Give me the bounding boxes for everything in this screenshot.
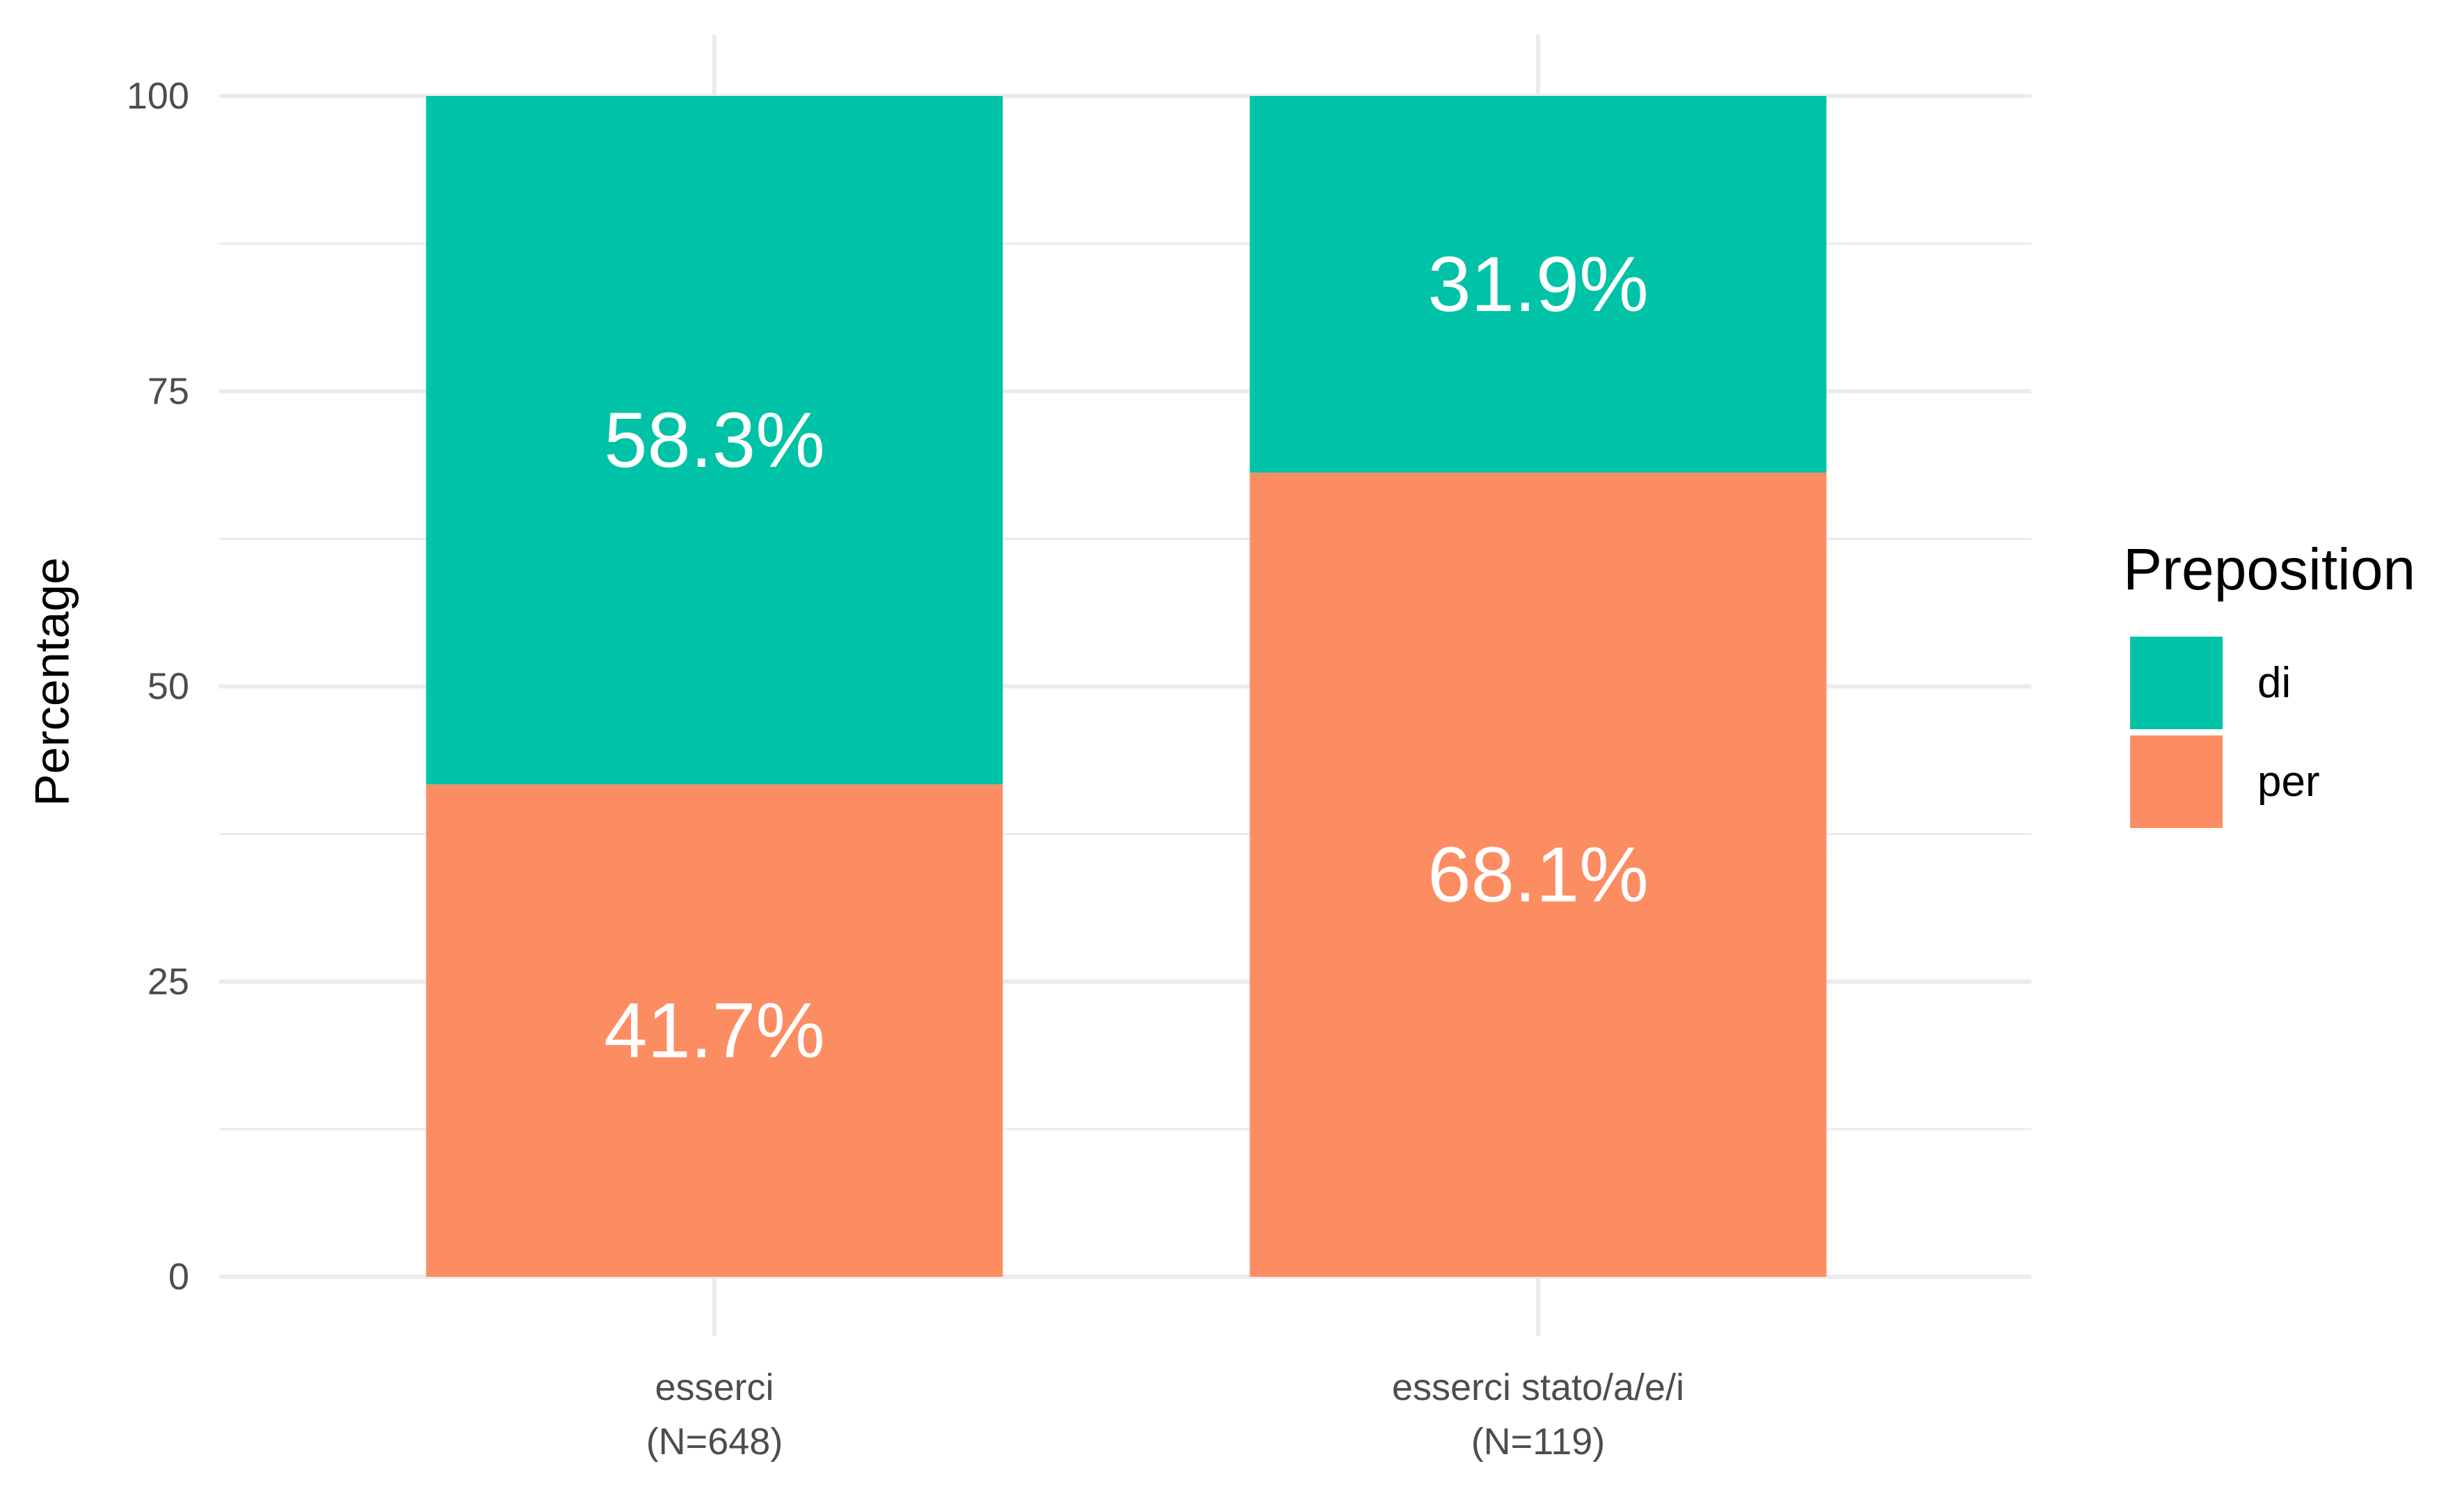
y-axis-title: Percentage [24, 557, 79, 806]
data-label-per: 41.7% [604, 987, 825, 1074]
y-axis-tick-labels: 0 25 50 75 100 [127, 75, 189, 1298]
x-axis-tick-labels: esserci (N=648) esserci stato/a/e/i (N=119) [646, 1367, 1684, 1463]
y-tick-label: 25 [147, 961, 189, 1003]
data-labels-group: 41.7% 58.3% 68.1% 31.9% [604, 241, 1649, 1074]
legend: Preposition di per [2123, 536, 2415, 828]
bar-di [426, 96, 1003, 785]
data-label-di: 58.3% [604, 397, 825, 484]
legend-label-di: di [2257, 659, 2291, 707]
legend-swatch-per [2130, 735, 2223, 828]
data-label-di: 31.9% [1427, 241, 1649, 328]
legend-label-per: per [2257, 758, 2320, 806]
y-tick-label: 75 [147, 370, 189, 412]
data-label-per: 68.1% [1427, 831, 1649, 918]
x-tick-sublabel: (N=648) [646, 1421, 783, 1463]
y-tick-label: 50 [147, 666, 189, 708]
bar-di [1249, 96, 1827, 473]
legend-title: Preposition [2123, 536, 2415, 602]
y-tick-label: 0 [168, 1256, 189, 1298]
x-tick-label: esserci stato/a/e/i [1392, 1367, 1684, 1408]
bar-per [426, 784, 1003, 1277]
legend-swatch-di [2130, 637, 2223, 729]
x-tick-label: esserci [655, 1367, 774, 1408]
bars-group [426, 96, 1827, 1277]
bar-per [1249, 472, 1827, 1277]
y-tick-label: 100 [127, 75, 189, 117]
x-tick-sublabel: (N=119) [1471, 1421, 1606, 1463]
